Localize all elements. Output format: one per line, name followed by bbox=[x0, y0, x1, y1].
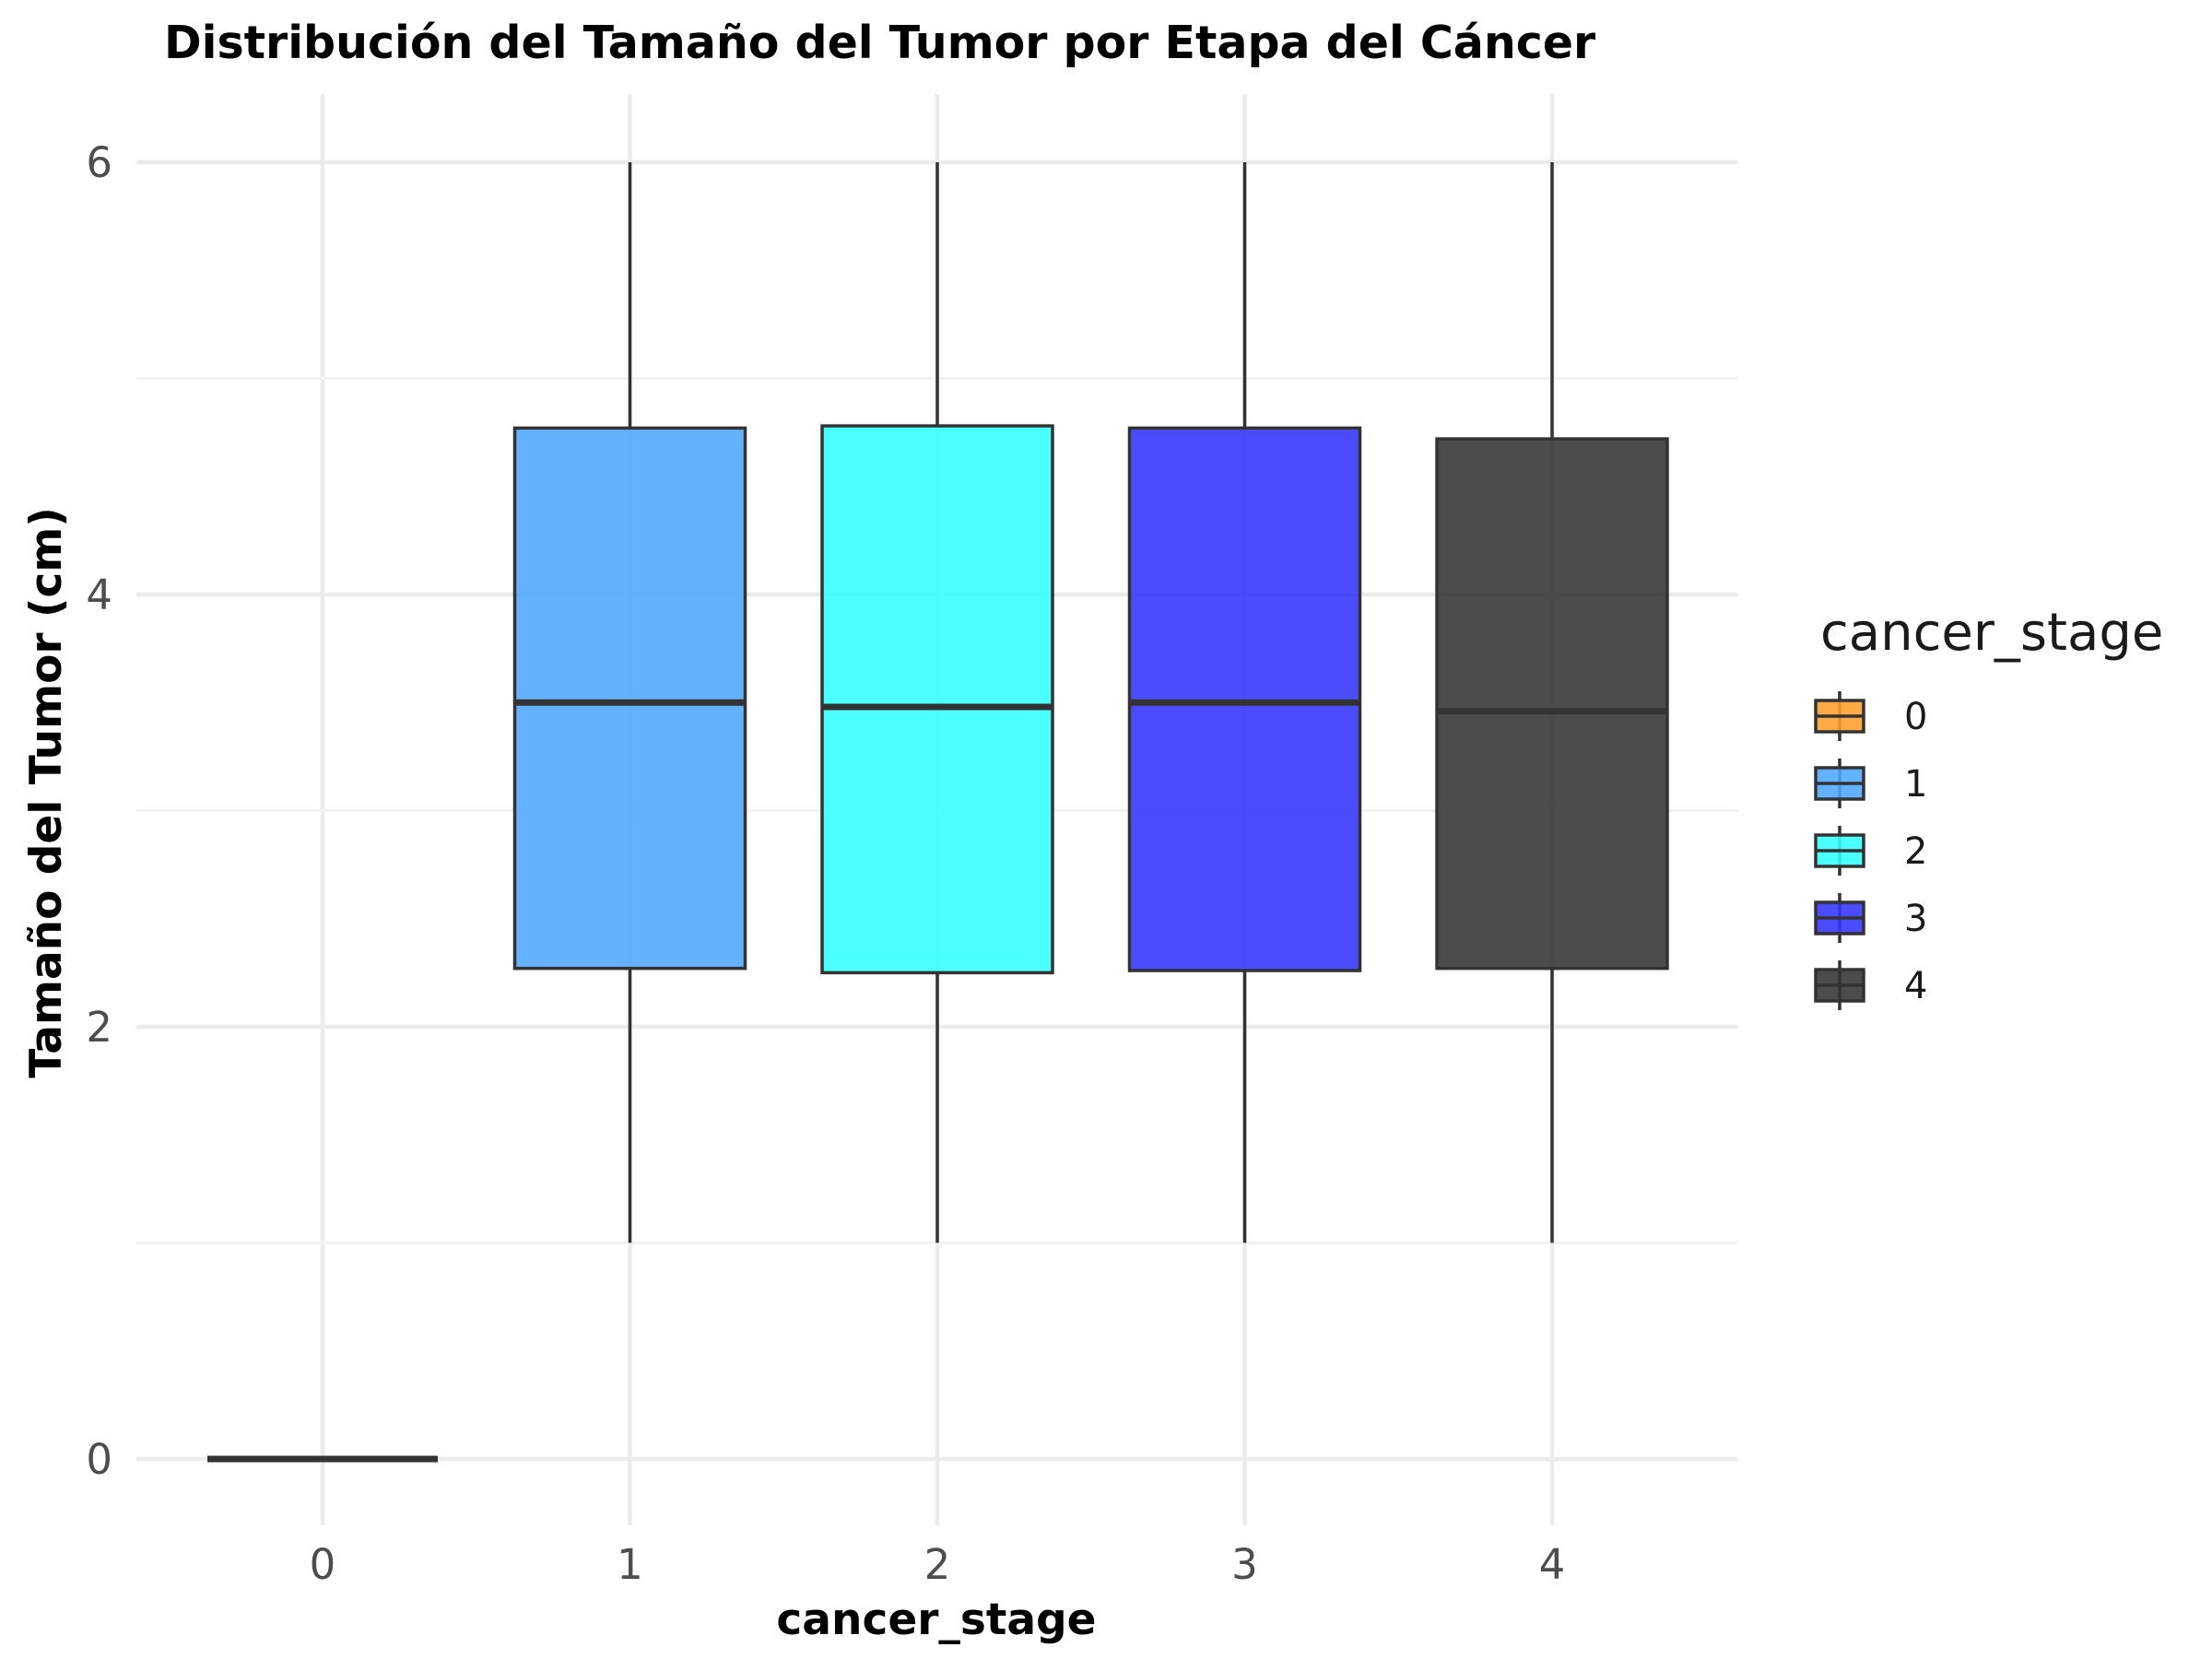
legend-label: 2 bbox=[1904, 830, 1927, 873]
x-tick-label: 4 bbox=[1539, 1540, 1566, 1589]
legend-item-2: 2 bbox=[1814, 826, 1927, 876]
box-stage-4 bbox=[1435, 162, 1669, 1243]
iqr-box bbox=[1127, 426, 1362, 972]
x-tick-label: 1 bbox=[617, 1540, 643, 1589]
y-axis-title: Tamaño del Tumor (cm) bbox=[21, 507, 72, 1077]
x-tick-label: 2 bbox=[924, 1540, 951, 1589]
x-axis-ticks: 0 1 2 3 4 bbox=[310, 1540, 1566, 1589]
y-tick-label: 2 bbox=[86, 1003, 112, 1052]
legend-label: 0 bbox=[1904, 696, 1927, 738]
y-tick-label: 4 bbox=[86, 571, 112, 619]
box-series bbox=[207, 162, 1669, 1463]
legend-item-4: 4 bbox=[1814, 960, 1927, 1010]
legend-item-3: 3 bbox=[1814, 893, 1927, 943]
y-axis-ticks: 0 2 4 6 bbox=[86, 138, 112, 1484]
chart-title: Distribución del Tamaño del Tumor por Et… bbox=[164, 17, 1596, 69]
iqr-box bbox=[820, 424, 1054, 975]
box-stage-3 bbox=[1127, 162, 1362, 1243]
x-tick-label: 0 bbox=[310, 1540, 336, 1589]
box-stage-2 bbox=[820, 162, 1054, 1243]
legend-label: 1 bbox=[1904, 763, 1927, 806]
x-tick-label: 3 bbox=[1231, 1540, 1258, 1589]
box-stage-1 bbox=[512, 162, 747, 1243]
legend: cancer_stage 0 1 2 3 4 bbox=[1814, 603, 2163, 1010]
y-tick-label: 0 bbox=[86, 1435, 112, 1484]
x-axis-title: cancer_stage bbox=[776, 1594, 1096, 1645]
legend-item-0: 0 bbox=[1814, 691, 1927, 741]
legend-label: 3 bbox=[1904, 898, 1927, 940]
legend-title: cancer_stage bbox=[1820, 603, 2163, 663]
iqr-box bbox=[1435, 437, 1669, 971]
legend-item-1: 1 bbox=[1814, 759, 1927, 808]
iqr-box bbox=[512, 426, 747, 971]
legend-label: 4 bbox=[1904, 965, 1927, 1007]
y-tick-label: 6 bbox=[86, 138, 112, 187]
